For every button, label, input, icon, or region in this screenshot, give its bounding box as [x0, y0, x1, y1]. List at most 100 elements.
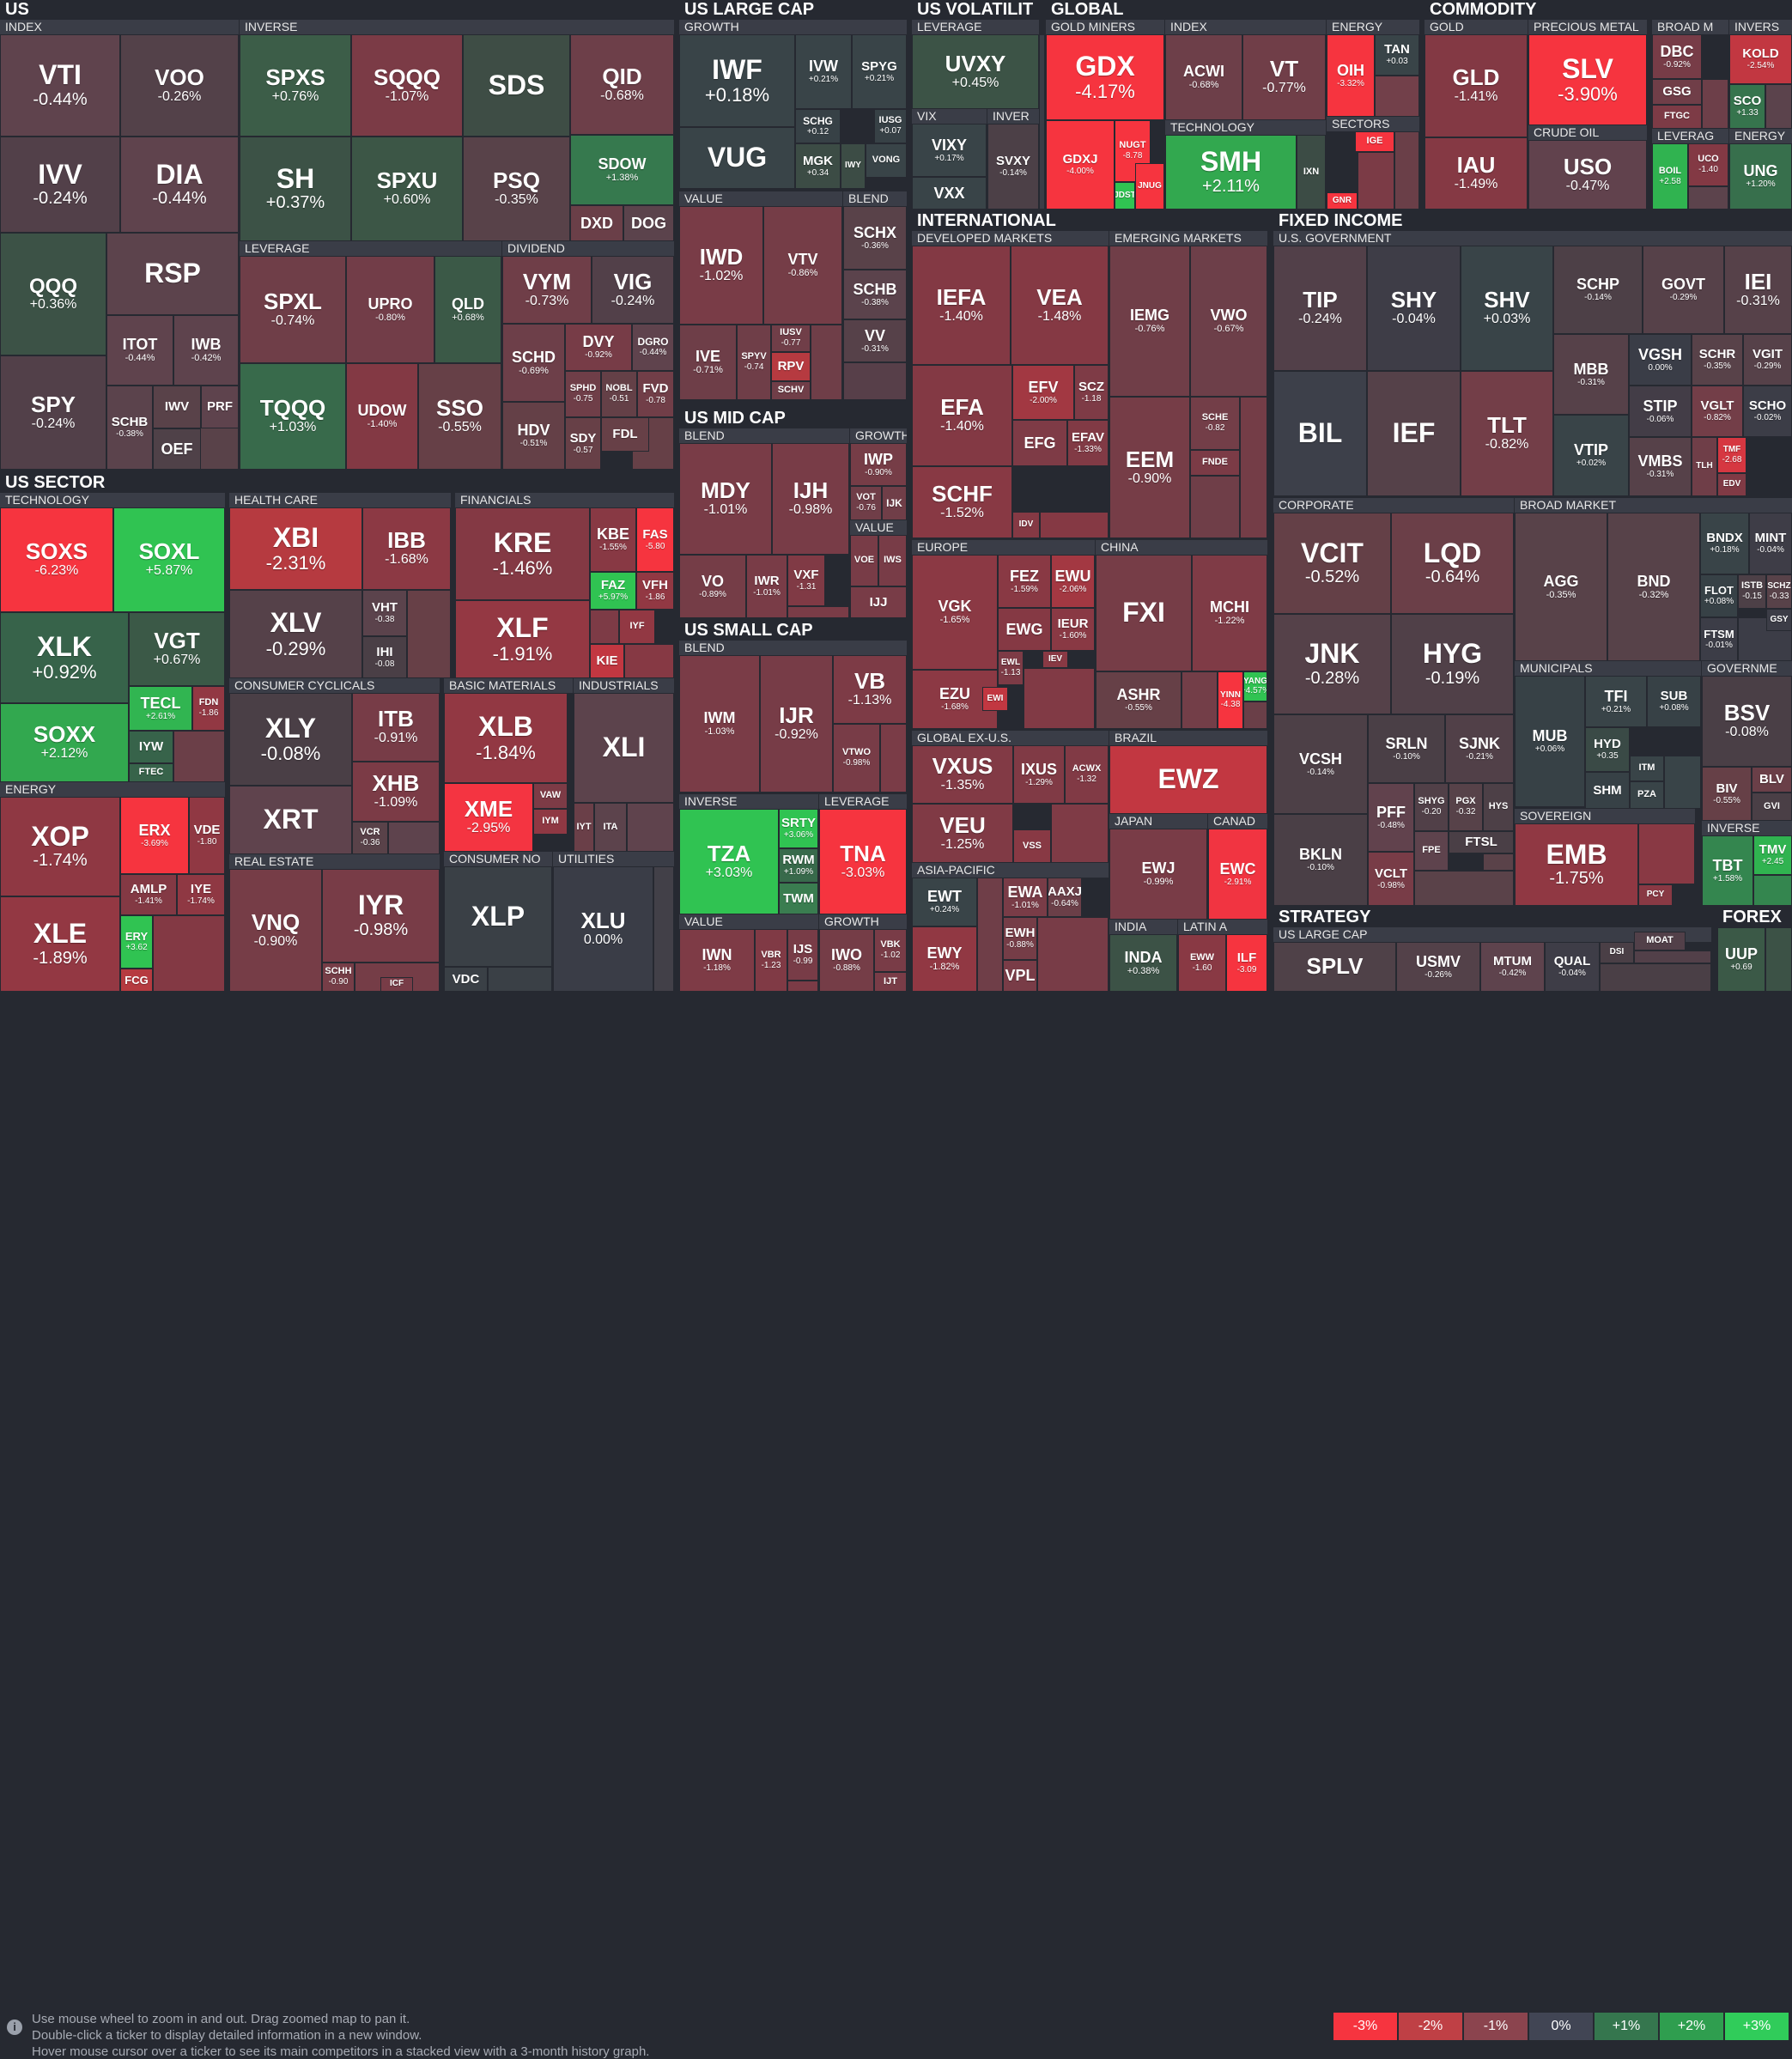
minor-ticker-cell[interactable] — [488, 967, 552, 992]
section-header-fixed-income[interactable]: FIXED INCOME — [1279, 211, 1403, 230]
minor-ticker-cell[interactable] — [1394, 131, 1419, 210]
ticker-tile-xlp[interactable]: XLP — [444, 866, 552, 967]
ticker-tile-jdst[interactable]: JDST — [1115, 182, 1135, 210]
ticker-tile-smh[interactable]: SMH +2.11% — [1165, 135, 1297, 210]
ticker-tile-vig[interactable]: VIG -0.24% — [592, 256, 674, 324]
ticker-tile-ftec[interactable]: FTEC — [129, 763, 173, 782]
ticker-tile-vgt[interactable]: VGT +0.67% — [129, 612, 225, 686]
ticker-tile-sco[interactable]: SCO +1.33 — [1729, 84, 1765, 129]
ticker-tile-upro[interactable]: UPRO -0.80% — [346, 256, 434, 363]
minor-ticker-cell[interactable] — [1600, 963, 1711, 992]
subsection-header-crude-oil[interactable]: CRUDE OIL — [1528, 125, 1647, 140]
ticker-tile-vtwo[interactable]: VTWO -0.98% — [833, 724, 880, 793]
ticker-tile-iye[interactable]: IYE -1.74% — [177, 874, 225, 915]
ticker-tile-gnr[interactable]: GNR — [1327, 192, 1358, 210]
ticker-tile-mtum[interactable]: MTUM -0.42% — [1480, 942, 1545, 992]
ticker-tile-gdxj[interactable]: GDXJ -4.00% — [1046, 120, 1115, 210]
subsection-header-index[interactable]: INDEX — [1165, 20, 1326, 34]
ticker-tile-yinn[interactable]: YINN -4.38 — [1218, 671, 1243, 729]
ticker-tile-vo[interactable]: VO -0.89% — [679, 555, 746, 618]
ticker-tile-bil[interactable]: BIL — [1273, 371, 1367, 496]
subsection-header-index[interactable]: INDEX — [0, 20, 239, 34]
minor-ticker-cell[interactable] — [407, 590, 451, 678]
ticker-tile-xme[interactable]: XME -2.95% — [444, 783, 533, 852]
ticker-tile-srln[interactable]: SRLN -0.10% — [1368, 714, 1445, 783]
ticker-tile-xlv[interactable]: XLV -0.29% — [229, 590, 362, 678]
ticker-tile-qqq[interactable]: QQQ +0.36% — [0, 233, 106, 355]
ticker-tile-iwm[interactable]: IWM -1.03% — [679, 655, 760, 793]
ticker-tile-vnq[interactable]: VNQ -0.90% — [229, 869, 322, 992]
ticker-tile-splv[interactable]: SPLV — [1273, 942, 1396, 992]
ticker-tile-iemg[interactable]: IEMG -0.76% — [1109, 246, 1190, 397]
minor-ticker-cell[interactable] — [388, 822, 440, 854]
ticker-tile-tip[interactable]: TIP -0.24% — [1273, 246, 1367, 371]
ticker-tile-ita[interactable]: ITA — [594, 803, 627, 852]
subsection-header-consumer-cyclicals[interactable]: CONSUMER CYCLICALS — [229, 678, 440, 693]
ticker-tile-schr[interactable]: SCHR -0.35% — [1692, 334, 1743, 386]
ticker-tile-iyt[interactable]: IYT — [574, 803, 594, 852]
minor-ticker-cell[interactable] — [1190, 476, 1240, 538]
ticker-tile-vtip[interactable]: VTIP +0.02% — [1553, 415, 1629, 496]
ticker-tile-iwv[interactable]: IWV — [153, 386, 201, 428]
ticker-tile-pza[interactable]: PZA — [1630, 781, 1664, 809]
ticker-tile-udow[interactable]: UDOW -1.40% — [346, 363, 418, 470]
subsection-header-energy[interactable]: ENERGY — [1327, 20, 1419, 34]
section-header-us[interactable]: US — [5, 0, 29, 19]
subsection-header-health-care[interactable]: HEALTH CARE — [229, 493, 451, 507]
ticker-tile-boil[interactable]: BOIL +2.58 — [1652, 143, 1688, 210]
ticker-tile-eem[interactable]: EEM -0.90% — [1109, 397, 1190, 538]
ticker-tile-emb[interactable]: EMB -1.75% — [1515, 823, 1638, 906]
ticker-tile-spxs[interactable]: SPXS +0.76% — [240, 34, 351, 137]
ticker-tile-edv[interactable]: EDV — [1717, 473, 1746, 496]
ticker-tile-mbb[interactable]: MBB -0.31% — [1553, 334, 1629, 415]
ticker-tile-iwp[interactable]: IWP -0.90% — [850, 443, 907, 486]
ticker-tile-voe[interactable]: VOE — [850, 535, 878, 586]
ticker-tile-iei[interactable]: IEI -0.31% — [1724, 246, 1792, 334]
ticker-tile-ihi[interactable]: IHI -0.08 — [362, 636, 407, 678]
subsection-header-technology[interactable]: TECHNOLOGY — [0, 493, 225, 507]
ticker-tile-usmv[interactable]: USMV -0.26% — [1396, 942, 1480, 992]
ticker-tile-schv[interactable]: SCHV — [771, 381, 811, 400]
minor-ticker-cell[interactable] — [1051, 804, 1109, 863]
ticker-tile-kbe[interactable]: KBE -1.55% — [590, 507, 636, 572]
subsection-header-invers[interactable]: INVERS — [1729, 20, 1792, 34]
ticker-tile-idv[interactable]: IDV — [1012, 512, 1040, 538]
ticker-tile-twm[interactable]: TWM — [779, 883, 818, 914]
ticker-tile-gsy[interactable]: GSY — [1766, 609, 1792, 631]
ticker-tile-mint[interactable]: MINT -0.04% — [1749, 513, 1792, 574]
ticker-tile-mub[interactable]: MUB +0.06% — [1515, 676, 1585, 807]
subsection-header-inverse[interactable]: INVERSE — [679, 794, 818, 809]
subsection-header-leverag[interactable]: LEVERAG — [1652, 129, 1728, 143]
ticker-tile-ijj[interactable]: IJJ — [850, 586, 907, 618]
ticker-tile-srty[interactable]: SRTY +3.06% — [779, 809, 818, 848]
ticker-tile-schf[interactable]: SCHF -1.52% — [912, 466, 1012, 538]
ticker-tile-pgx[interactable]: PGX -0.32 — [1449, 783, 1483, 831]
ticker-tile-vdc[interactable]: VDC — [444, 967, 488, 992]
ticker-tile-shm[interactable]: SHM — [1585, 772, 1630, 809]
ticker-tile-uvxy[interactable]: UVXY +0.45% — [912, 34, 1039, 109]
ticker-tile-vmbs[interactable]: VMBS -0.31% — [1629, 437, 1692, 496]
ticker-tile-vgit[interactable]: VGIT -0.29% — [1743, 334, 1792, 386]
ticker-tile-dvy[interactable]: DVY -0.92% — [565, 324, 632, 371]
ticker-tile-sub[interactable]: SUB +0.08% — [1647, 676, 1701, 727]
ticker-tile-bnd[interactable]: BND -0.32% — [1607, 513, 1700, 661]
subsection-header-emerging-markets[interactable]: EMERGING MARKETS — [1109, 231, 1267, 246]
minor-ticker-cell[interactable] — [173, 731, 225, 782]
ticker-tile-xle[interactable]: XLE -1.89% — [0, 896, 120, 992]
ticker-tile-dxd[interactable]: DXD — [570, 205, 623, 241]
ticker-tile-gdx[interactable]: GDX -4.17% — [1046, 34, 1164, 120]
section-header-global[interactable]: GLOBAL — [1051, 0, 1124, 19]
ticker-tile-soxx[interactable]: SOXX +2.12% — [0, 703, 129, 782]
ticker-tile-ashr[interactable]: ASHR -0.55% — [1096, 671, 1182, 729]
ticker-tile-vpl[interactable]: VPL — [1003, 960, 1037, 992]
ticker-tile-dbc[interactable]: DBC -0.92% — [1652, 34, 1702, 79]
ticker-tile-itot[interactable]: ITOT -0.44% — [106, 315, 173, 386]
ticker-tile-iwb[interactable]: IWB -0.42% — [173, 315, 239, 386]
ticker-tile-tan[interactable]: TAN +0.03 — [1375, 34, 1419, 76]
ticker-tile-soxs[interactable]: SOXS -6.23% — [0, 507, 113, 612]
heatmap-canvas[interactable]: US US LARGE CAP US VOLATILIT GLOBAL COMMODIT… — [0, 0, 1792, 996]
subsection-header-broad-m[interactable]: BROAD M — [1652, 20, 1728, 34]
ticker-tile-uco[interactable]: UCO -1.40 — [1688, 143, 1728, 186]
ticker-tile-hdv[interactable]: HDV -0.51% — [502, 402, 565, 470]
ticker-tile-iwd[interactable]: IWD -1.02% — [679, 206, 763, 325]
